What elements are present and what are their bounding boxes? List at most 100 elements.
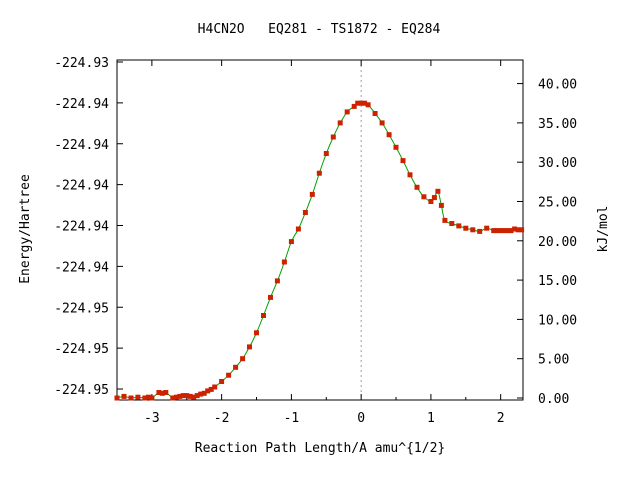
y-axis-label: Energy/Hartree (18, 174, 33, 284)
data-point (208, 386, 214, 392)
y2-axis-label: kJ/mol (596, 206, 611, 253)
y-left-tick-label: -224.95 (54, 301, 109, 316)
x-tick-label: 0 (357, 411, 365, 426)
data-point (163, 390, 169, 395)
data-point (470, 227, 476, 233)
data-point (128, 395, 134, 401)
data-point (379, 120, 385, 126)
data-point (463, 225, 469, 231)
x-tick-label: -3 (144, 411, 160, 426)
y-left-ticks: -224.93 -224.94 -224.94 -224.94 -224.94 -224.… (54, 56, 123, 398)
data-point (491, 228, 497, 234)
data-point (281, 259, 287, 265)
data-point (358, 100, 364, 106)
y-left-tick-label: -224.95 (54, 383, 109, 398)
energy-curve (116, 102, 522, 399)
y-left-tick-label: -224.94 (54, 97, 109, 112)
data-point (184, 393, 190, 399)
data-point (159, 390, 165, 396)
data-point (435, 188, 441, 194)
data-point (512, 226, 518, 232)
data-point (173, 394, 179, 400)
x-tick-label: -2 (214, 411, 230, 426)
data-point (519, 227, 525, 233)
data-point (393, 144, 399, 150)
y-right-ticks: 0.00 5.00 10.00 15.00 20.00 25.00 30.00 35.00 40… (517, 78, 577, 407)
data-point (198, 391, 204, 397)
data-point (508, 228, 514, 234)
y-right-tick-label: 30.00 (538, 156, 577, 171)
data-points (114, 100, 525, 401)
data-point (233, 364, 239, 370)
data-point (351, 103, 357, 109)
x-tick-label: 1 (427, 411, 435, 426)
data-point (187, 393, 193, 399)
data-point (205, 388, 211, 394)
chart-title: H4CN2O EQ281 - TS1872 - EQ284 (198, 22, 441, 37)
data-point (477, 228, 483, 234)
data-point (365, 102, 371, 108)
data-point (442, 217, 448, 223)
data-point (428, 199, 434, 204)
y-right-tick-label: 25.00 (538, 195, 577, 210)
y-right-tick-label: 15.00 (538, 274, 577, 289)
x-axis-label: Reaction Path Length/A amu^{1/2} (195, 441, 445, 456)
x-ticks: -3 -2 -1 0 1 2 (116, 60, 505, 426)
data-point (407, 172, 413, 178)
data-point (337, 120, 343, 126)
data-point (135, 394, 141, 400)
y-right-tick-label: 0.00 (538, 392, 569, 407)
plot-frame (116, 59, 524, 401)
data-point (456, 223, 462, 229)
data-point (261, 313, 266, 318)
data-point (515, 227, 521, 233)
data-point (226, 372, 232, 378)
y-left-tick-label: -224.94 (54, 260, 109, 275)
data-point (149, 395, 155, 401)
data-point (362, 100, 368, 106)
y-left-tick-label: -224.94 (54, 138, 109, 153)
x-tick-label: 2 (497, 411, 505, 426)
data-point (421, 194, 427, 200)
data-point (191, 394, 197, 400)
y-right-tick-label: 10.00 (538, 313, 577, 328)
data-point (219, 379, 225, 384)
data-point (316, 170, 322, 176)
data-point (145, 394, 151, 400)
data-point (170, 395, 176, 401)
data-point (372, 111, 378, 116)
data-point (309, 191, 315, 197)
data-point (114, 395, 120, 401)
y-left-tick-label: -224.95 (54, 342, 109, 357)
data-point (142, 395, 148, 401)
data-point (438, 202, 444, 208)
data-point (121, 393, 127, 399)
data-point (505, 228, 511, 234)
data-point (323, 151, 329, 156)
data-point (494, 228, 500, 234)
data-point (449, 221, 455, 226)
y-left-tick-label: -224.94 (54, 220, 109, 235)
data-point (212, 384, 218, 390)
data-point (355, 100, 361, 106)
y-left-tick-label: -224.94 (54, 179, 109, 194)
data-point (498, 228, 504, 234)
data-point (247, 344, 252, 350)
y-left-tick-label: -224.93 (54, 56, 109, 71)
data-point (201, 390, 207, 396)
data-point (274, 278, 280, 284)
data-point (254, 330, 259, 336)
data-point (302, 210, 308, 215)
data-point (194, 393, 200, 399)
data-point (501, 228, 507, 234)
data-point (295, 226, 301, 232)
data-point (268, 294, 273, 300)
data-point (386, 132, 392, 138)
data-point (156, 390, 162, 395)
x-tick-label: -1 (284, 411, 300, 426)
data-point (177, 393, 183, 399)
data-point (484, 225, 490, 231)
data-point (240, 356, 246, 362)
y-right-tick-label: 20.00 (538, 235, 577, 250)
